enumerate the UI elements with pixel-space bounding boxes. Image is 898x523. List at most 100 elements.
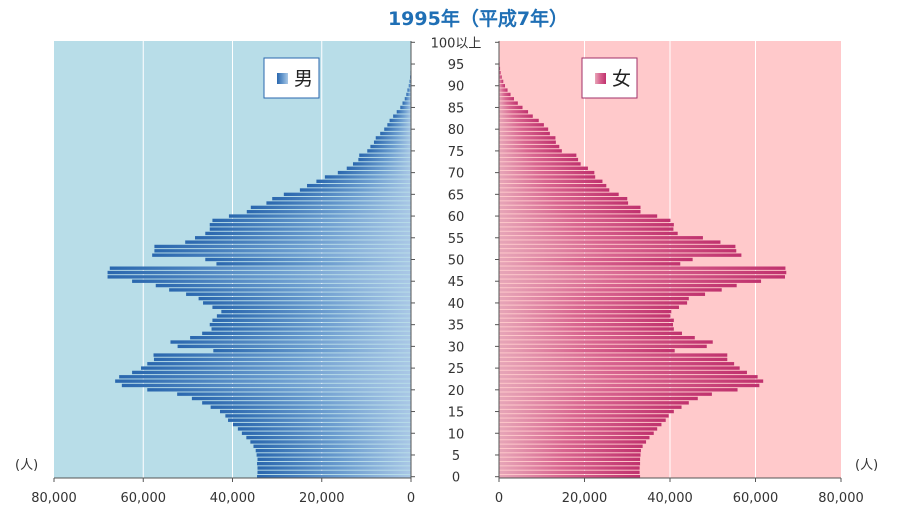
female-bar-age-84 bbox=[499, 110, 529, 114]
male-bar-age-9 bbox=[246, 435, 411, 440]
male-bar-age-34 bbox=[211, 327, 411, 331]
female-bar-age-62 bbox=[499, 205, 641, 210]
female-bar-age-13 bbox=[499, 418, 666, 422]
female-bar-age-39 bbox=[499, 305, 679, 309]
female-bar-age-4 bbox=[499, 457, 641, 462]
male-bar-age-42 bbox=[186, 292, 411, 296]
age-axis-labels: 0 5 10 15 20 25 30 35 40 45 50 55 60 65 70 75 80 85 90 95 10… bbox=[411, 36, 499, 486]
female-bar-age-65 bbox=[499, 192, 619, 197]
x-tick-label-right: 80,000 bbox=[818, 491, 864, 506]
male-bar-age-13 bbox=[228, 418, 411, 422]
male-bar-age-64 bbox=[272, 196, 411, 201]
legend-male-swatch bbox=[277, 73, 288, 84]
x-tick-label-left: 60,000 bbox=[121, 491, 167, 506]
male-bar-age-15 bbox=[220, 409, 411, 414]
male-bar-age-89 bbox=[407, 88, 411, 92]
male-bar-age-29 bbox=[213, 349, 411, 353]
female-bar-age-25 bbox=[499, 366, 740, 370]
male-bar-age-57 bbox=[209, 227, 411, 231]
age-label-95: 95 bbox=[448, 58, 465, 73]
male-bar-age-60 bbox=[228, 214, 411, 218]
female-bar-age-24 bbox=[499, 370, 747, 375]
male-bar-age-19 bbox=[177, 392, 411, 396]
female-bar-age-88 bbox=[499, 92, 511, 97]
female-bar-age-43 bbox=[499, 288, 722, 292]
age-label-30: 30 bbox=[448, 340, 465, 355]
female-bar-age-15 bbox=[499, 409, 674, 414]
male-bar-age-37 bbox=[216, 314, 411, 318]
male-bar-age-66 bbox=[299, 188, 411, 192]
female-bar-age-69 bbox=[499, 175, 596, 179]
female-bar-age-66 bbox=[499, 188, 610, 192]
female-bar-age-2 bbox=[499, 466, 640, 470]
male-bar-age-83 bbox=[393, 114, 411, 118]
female-bar-age-60 bbox=[499, 214, 658, 218]
female-bar-age-82 bbox=[499, 118, 539, 123]
female-bar-age-49 bbox=[499, 262, 681, 266]
x-tick-label-left: 0 bbox=[407, 491, 415, 506]
legend-female-swatch bbox=[595, 73, 606, 84]
female-bar-age-34 bbox=[499, 327, 674, 331]
male-bar-age-2 bbox=[257, 466, 411, 470]
female-bar-age-17 bbox=[499, 401, 689, 405]
male-bar-age-80 bbox=[384, 127, 411, 131]
female-bar-age-10 bbox=[499, 431, 654, 435]
male-bar-age-0 bbox=[257, 475, 411, 479]
female-bar-age-75 bbox=[499, 149, 562, 153]
male-bar-age-85 bbox=[400, 105, 411, 110]
male-bar-age-70 bbox=[337, 170, 411, 175]
female-bar-age-87 bbox=[499, 97, 514, 101]
female-bar-age-90 bbox=[499, 84, 505, 88]
male-bar-age-30 bbox=[177, 344, 411, 349]
female-bar-age-32 bbox=[499, 335, 695, 340]
female-bar-age-8 bbox=[499, 440, 647, 444]
chart-title: 1995年（平成7年） bbox=[388, 7, 568, 30]
unit-label-left: (人) bbox=[15, 458, 38, 473]
female-bar-age-91 bbox=[499, 79, 504, 84]
age-label-85: 85 bbox=[448, 101, 465, 116]
male-bar-age-62 bbox=[250, 205, 411, 210]
age-label-40: 40 bbox=[448, 297, 465, 312]
female-bar-age-14 bbox=[499, 414, 669, 418]
age-label-10: 10 bbox=[448, 427, 465, 442]
age-label-55: 55 bbox=[448, 232, 465, 247]
legend-male: 男 bbox=[263, 57, 320, 99]
male-bar-age-61 bbox=[246, 210, 411, 214]
legend-female: 女 bbox=[581, 57, 638, 99]
female-bar-age-1 bbox=[499, 470, 640, 475]
male-bar-age-73 bbox=[358, 157, 411, 162]
female-bar-age-26 bbox=[499, 362, 735, 366]
male-bar-age-27 bbox=[153, 357, 411, 362]
male-bar-age-88 bbox=[406, 92, 411, 97]
age-label-20: 20 bbox=[448, 384, 465, 399]
female-bars bbox=[499, 40, 787, 479]
male-bar-age-38 bbox=[221, 309, 411, 314]
male-bar-age-11 bbox=[237, 427, 411, 431]
female-bar-age-73 bbox=[499, 157, 579, 162]
male-bar-age-25 bbox=[141, 366, 412, 370]
female-bar-age-77 bbox=[499, 140, 556, 144]
female-bar-age-54 bbox=[499, 240, 721, 244]
legend-female-box bbox=[581, 57, 638, 99]
female-bar-age-93 bbox=[499, 71, 501, 75]
age-label-80: 80 bbox=[448, 123, 465, 138]
female-bar-age-78 bbox=[499, 136, 556, 140]
female-bar-age-33 bbox=[499, 331, 682, 336]
female-bar-age-56 bbox=[499, 231, 678, 236]
female-bar-age-9 bbox=[499, 435, 650, 440]
male-bar-age-79 bbox=[380, 131, 411, 136]
female-bar-age-61 bbox=[499, 210, 641, 214]
male-bar-age-43 bbox=[169, 288, 411, 292]
male-bar-age-40 bbox=[203, 301, 411, 305]
male-bar-age-54 bbox=[185, 240, 411, 244]
male-bar-age-63 bbox=[266, 201, 411, 205]
female-bar-age-86 bbox=[499, 101, 518, 105]
age-label-100以上: 100以上 bbox=[431, 36, 482, 51]
x-tick-label-right: 60,000 bbox=[733, 491, 779, 506]
female-bar-age-36 bbox=[499, 318, 674, 323]
female-bar-age-71 bbox=[499, 166, 588, 170]
female-bar-age-67 bbox=[499, 183, 607, 188]
female-bar-age-30 bbox=[499, 344, 707, 349]
age-label-70: 70 bbox=[448, 167, 465, 182]
